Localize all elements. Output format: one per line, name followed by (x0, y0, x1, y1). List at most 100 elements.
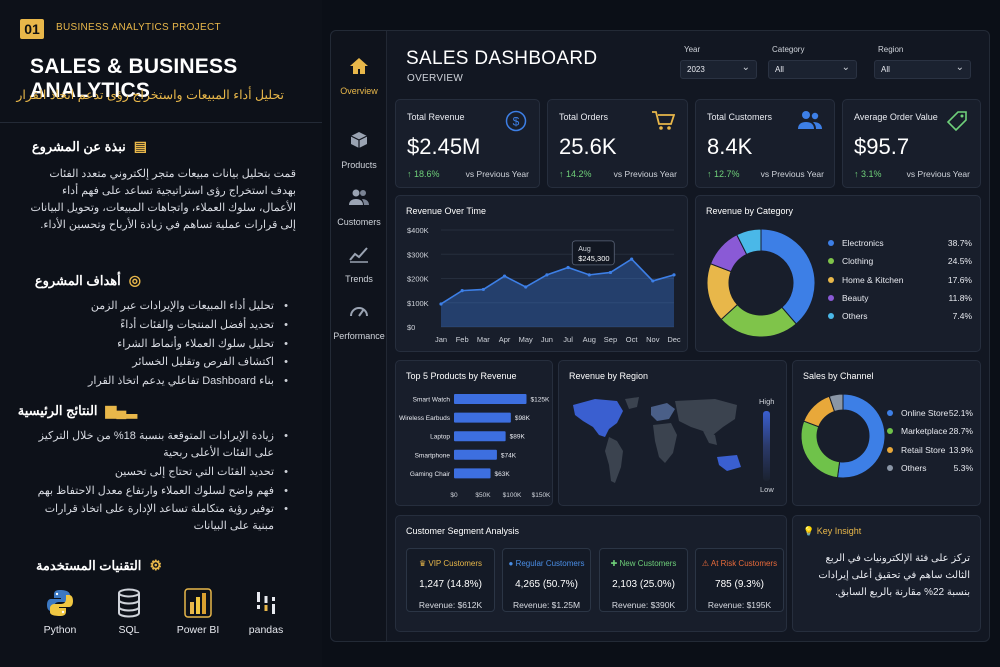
list-item: تحليل أداء المبيعات والإيرادات عبر الزمن (20, 298, 288, 315)
data-point (460, 289, 464, 293)
chart-title: Customer Segment Analysis (406, 526, 520, 536)
divider (0, 122, 322, 123)
users-icon (331, 188, 387, 208)
legend-item: Home & Kitchen 17.6% (828, 271, 972, 289)
filter-region: Region All (874, 45, 971, 85)
list-item: تحديد أفضل المنتجات والفئات أداءً (20, 317, 288, 334)
y-tick-label: $400K (407, 226, 429, 235)
data-point (439, 302, 443, 306)
results-list: زيادة الإيرادات المتوقعة بنسبة 18% من خل… (20, 428, 288, 537)
chart-title: Top 5 Products by Revenue (406, 371, 517, 381)
about-heading: ▤ نبذة عن المشروع (31, 138, 147, 154)
x-tick-label: Aug (583, 335, 596, 344)
x-tick-label: Jun (541, 335, 553, 344)
list-item: تحليل سلوك العملاء وأنماط الشراء (20, 336, 288, 353)
region-select[interactable]: All (874, 60, 971, 79)
data-point (587, 273, 591, 277)
legend-item: Others 5.3% (887, 459, 973, 477)
data-point (481, 287, 485, 292)
map-legend-gradient (763, 411, 770, 481)
dashboard-title: SALES DASHBOARD (406, 48, 598, 69)
series-line (440, 258, 675, 305)
chart-title: Revenue by Category (706, 206, 794, 216)
chart-title: Revenue by Region (569, 371, 649, 381)
legend-item: Online Store 52.1% (887, 404, 973, 422)
category-label: Wireless Earbuds (399, 415, 451, 422)
cart-icon (651, 110, 676, 138)
annotation-value: $245,300 (578, 254, 609, 263)
data-label: $89K (510, 434, 526, 441)
about-text: قمت بتحليل بيانات مبيعات متجر إلكتروني م… (30, 168, 296, 231)
x-tick-label: Nov (646, 335, 660, 344)
donut-slice (800, 420, 841, 479)
sidebar-item-customers[interactable]: Customers (331, 188, 387, 227)
dollar-icon: $ (505, 110, 527, 138)
sidebar-item-trends[interactable]: Trends (331, 245, 387, 284)
data-label: $74K (501, 452, 517, 459)
list-item: اكتشاف الفرص وتقليل الخسائر (20, 354, 288, 371)
revenue-by-category-card: Revenue by Category Electronics 38.7% Clo… (695, 195, 981, 352)
x-tick-label: $100K (503, 492, 522, 499)
dashboard-subtitle: OVERVIEW (407, 73, 464, 84)
data-point (566, 265, 570, 270)
gear-icon: ⚙ (149, 557, 162, 573)
x-tick-label: May (519, 335, 533, 344)
home-icon (331, 57, 387, 77)
data-label: $98K (515, 415, 531, 422)
powerbi-icon (181, 588, 215, 618)
legend-item: Beauty 11.8% (828, 289, 972, 307)
y-tick-label: $100K (407, 299, 429, 308)
database-icon (112, 588, 146, 618)
annotation-label: Aug (578, 246, 591, 253)
goals-list: تحليل أداء المبيعات والإيرادات عبر الزمن… (20, 298, 288, 392)
x-tick-label: Sep (604, 335, 617, 344)
year-select[interactable]: 2023 (680, 60, 757, 79)
bar (454, 468, 491, 479)
category-legend: Electronics 38.7% Clothing 24.5% Home & Ki… (828, 234, 972, 325)
x-tick-label: Oct (626, 335, 639, 344)
sidebar-item-performance[interactable]: Performance (331, 302, 387, 341)
data-point (608, 270, 613, 275)
revenue-over-time-card: Revenue Over Time $400K $300K $200K $100K $0… (395, 195, 688, 352)
category-label: Smart Watch (413, 397, 451, 404)
warning-icon: ⚠ (701, 559, 710, 568)
data-label: $63K (495, 471, 511, 478)
sidebar-item-overview[interactable]: Overview (331, 57, 387, 96)
filter-year: Year 2023 (680, 45, 757, 85)
revenue-line-chart: $400K $300K $200K $100K $0 Jan Feb Mar Apr May Jun… (407, 226, 681, 344)
segment-at-risk: ⚠ At Risk Customers 785 (9.3%) Revenue: … (695, 548, 784, 612)
segment-regular: ● Regular Customers 4,265 (50.7%) Revenu… (502, 548, 591, 612)
annotation-box (571, 240, 615, 266)
donut-slice (760, 228, 816, 325)
tech-pandas: pandas (236, 588, 296, 636)
key-insight-card: 💡 Key Insight تركز على فئة الإلكترونيات … (792, 515, 981, 632)
user-icon: ● (508, 559, 514, 568)
sidebar-item-products[interactable]: Products (331, 131, 387, 170)
target-icon: ◎ (128, 272, 141, 288)
chart-title: Revenue Over Time (406, 206, 487, 216)
tech-heading: ⚙ التقنيات المستخدمة (35, 557, 162, 573)
top-products-bar-chart: Smart Watch $125K Wireless Earbuds $98K Lapt… (399, 394, 551, 499)
pandas-icon (249, 588, 283, 618)
donut-slice (736, 228, 762, 256)
bar-chart-icon: ▂▄▆ (105, 402, 137, 418)
channel-donut-chart (800, 393, 886, 479)
category-donut-chart (706, 228, 816, 338)
bar (454, 449, 497, 460)
document-icon: ▤ (133, 138, 147, 154)
data-point (545, 273, 549, 277)
x-tick-label: Jan (435, 335, 447, 344)
category-select[interactable]: All (768, 60, 857, 79)
list-item: توفير رؤية متكاملة تساعد الإدارة على اتخ… (20, 501, 288, 535)
x-tick-label: Mar (477, 335, 490, 344)
legend-item: Marketplace 28.7% (887, 422, 973, 440)
legend-item: Retail Store 13.9% (887, 441, 973, 459)
list-item: بناء Dashboard تفاعلي يدعم اتخاذ القرار (20, 373, 288, 390)
user-plus-icon: ✚ (610, 559, 618, 568)
trend-icon (331, 245, 387, 265)
list-item: فهم واضح لسلوك العملاء وارتفاع معدل الاح… (20, 483, 288, 500)
kpi-total-customers: Total Customers 8.4K ↑ 12.7% vs Previous… (695, 99, 835, 188)
x-tick-label: $0 (450, 492, 458, 499)
customer-segment-card: Customer Segment Analysis ♛ VIP Customer… (395, 515, 787, 632)
list-item: زيادة الإيرادات المتوقعة بنسبة 18% من خل… (20, 428, 288, 462)
